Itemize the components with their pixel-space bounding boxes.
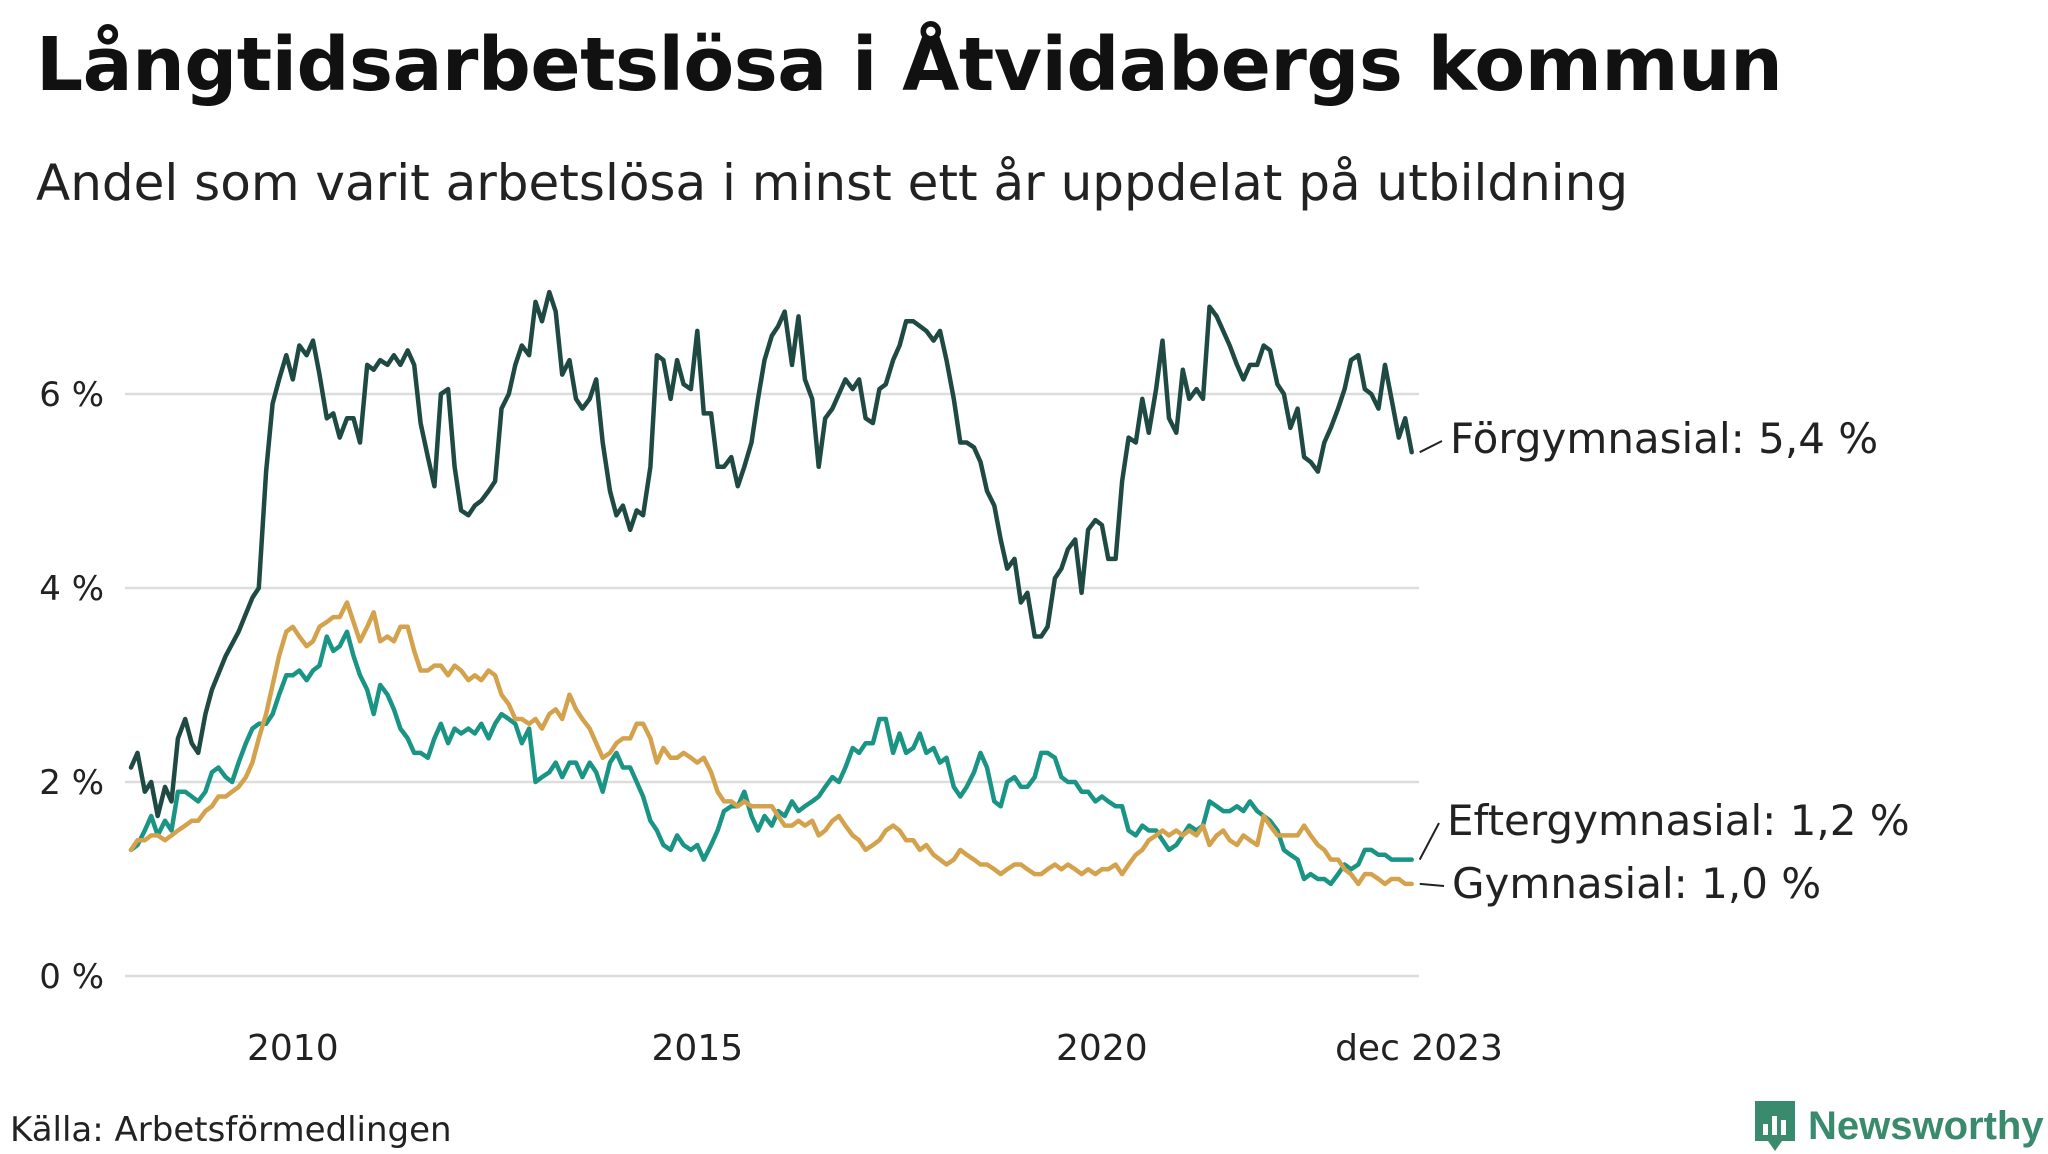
leader-line-förgymnasial: [1419, 440, 1443, 454]
series-end-label-gymnasial: Gymnasial: 1,0 %: [1452, 859, 1821, 908]
series-end-label-eftergymnasial: Eftergymnasial: 1,2 %: [1447, 796, 1910, 845]
x-tick-label: 2015: [652, 1028, 744, 1069]
grid-layer: [125, 392, 1419, 978]
y-tick-label: 2 %: [39, 763, 104, 803]
source-note: Källa: Arbetsförmedlingen: [10, 1110, 452, 1150]
series-end-label-förgymnasial: Förgymnasial: 5,4 %: [1450, 414, 1878, 463]
label-layer: 0 % 2 % 4 % 6 % 2010 2015 2020 dec 2023 Förgymna…: [39, 375, 1909, 1069]
y-tick-label: 0 %: [39, 957, 104, 997]
leader-line-gymnasial: [1419, 882, 1445, 887]
series-layer: [128, 289, 1414, 887]
x-tick-label: 2010: [247, 1028, 339, 1069]
chart-title: Långtidsarbetslösa i Åtvidabergs kommun: [36, 22, 1783, 108]
series-line-förgymnasial: [128, 289, 1414, 819]
brand-name: Newsworthy: [1808, 1103, 2044, 1148]
brand-logo[interactable]: Newsworthy: [1752, 1098, 2044, 1154]
x-tick-label: 2020: [1056, 1028, 1148, 1069]
newsworthy-logo-icon: [1755, 1101, 1795, 1151]
series-line-eftergymnasial: [128, 629, 1414, 887]
y-tick-label: 4 %: [39, 569, 104, 609]
leader-line-eftergymnasial: [1418, 822, 1440, 861]
chart-subtitle: Andel som varit arbetslösa i minst ett å…: [36, 154, 1629, 212]
x-tick-label: dec 2023: [1335, 1028, 1503, 1069]
y-tick-label: 6 %: [39, 375, 104, 415]
series-line-gymnasial: [128, 600, 1414, 887]
